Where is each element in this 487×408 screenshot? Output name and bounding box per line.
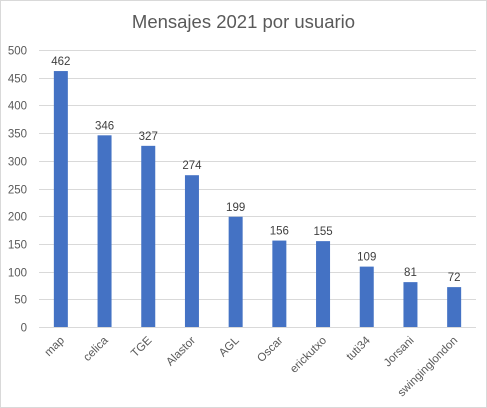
x-tick-label-Oscar: Oscar [255, 335, 285, 365]
x-tick-label-map: map [43, 335, 67, 359]
x-tick-label-TGE: TGE [129, 334, 154, 359]
x-tick-label-tuti34: tuti34 [344, 334, 373, 363]
data-label-celica: 346 [95, 120, 114, 132]
y-tick-label: 100 [8, 268, 27, 280]
y-tick-label: 0 [21, 323, 27, 335]
y-tick-label: 50 [14, 295, 27, 307]
data-label-erickutxo: 155 [313, 226, 332, 238]
data-label-Jorsani: 81 [404, 267, 417, 279]
data-label-tuti34: 109 [357, 252, 376, 264]
y-tick-label: 150 [8, 240, 27, 252]
x-tick-label-erickutxo: erickutxo [288, 335, 329, 376]
x-axis-ticks: map celica TGE Alastor AGL Oscar erickutxo tuti… [43, 334, 461, 399]
data-label-TGE: 327 [139, 131, 158, 143]
bar-Jorsani [403, 282, 418, 327]
bar-Alastor [184, 175, 199, 327]
bar-map [53, 71, 68, 327]
data-label-swinginglondon: 72 [448, 272, 461, 284]
data-label-AGL: 199 [226, 202, 245, 214]
data-label-Alastor: 274 [182, 160, 202, 172]
bar-erickutxo [316, 241, 331, 327]
y-tick-label: 350 [8, 129, 27, 141]
data-label-Oscar: 156 [270, 226, 289, 238]
y-tick-label: 400 [8, 101, 27, 113]
bar-tuti34 [359, 266, 374, 327]
bars [53, 71, 462, 327]
y-tick-label: 250 [8, 185, 27, 197]
y-axis-ticks: 0 50 100 150 200 250 300 350 400 450 500 [8, 46, 27, 335]
x-tick-label-Jorsani: Jorsani [382, 335, 417, 370]
y-tick-label: 300 [8, 157, 27, 169]
y-tick-label: 500 [8, 46, 27, 58]
bar-Oscar [272, 240, 287, 327]
bar-celica [97, 135, 112, 327]
x-tick-label-Alastor: Alastor [164, 335, 198, 369]
data-label-map: 462 [51, 56, 70, 68]
gridlines [39, 50, 476, 328]
x-tick-label-celica: celica [81, 334, 111, 364]
x-tick-label-AGL: AGL [217, 334, 242, 359]
bar-swinginglondon [447, 287, 462, 327]
chart-title: Mensajes 2021 por usuario [131, 11, 356, 32]
y-tick-label: 450 [8, 74, 27, 86]
data-labels: 462 346 327 274 199 156 155 109 81 72 [51, 56, 460, 284]
bar-TGE [141, 145, 156, 327]
bar-AGL [228, 216, 243, 327]
y-tick-label: 200 [8, 212, 27, 224]
